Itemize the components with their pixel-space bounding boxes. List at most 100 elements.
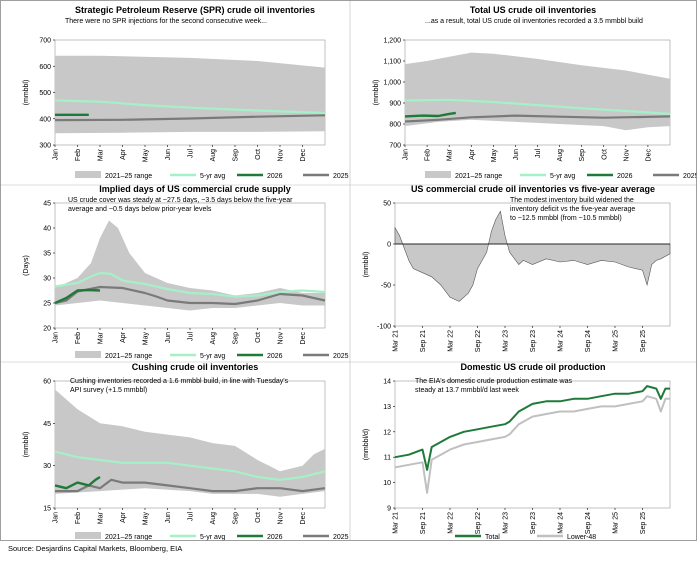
line-2026 — [54, 475, 101, 490]
legend-label: 2021–25 range — [105, 353, 152, 360]
y-tick-label: 45 — [43, 421, 51, 428]
y-tick-label: 13 — [383, 404, 391, 411]
y-axis-label: (mmbbl) — [23, 432, 30, 458]
legend-label: 2026 — [267, 534, 283, 541]
x-tick-label: Nov — [278, 512, 285, 525]
range-band — [55, 389, 325, 497]
legend-swatch-range — [75, 532, 101, 539]
x-tick-label: Jun — [165, 332, 172, 343]
legend-label: 2025 — [333, 534, 349, 541]
x-tick-label: Jul — [188, 512, 195, 521]
x-tick-label: Sep — [233, 149, 240, 162]
x-tick-label: Mar 23 — [503, 512, 510, 534]
x-tick-label: Nov — [623, 149, 630, 162]
x-tick-label: Sep — [233, 512, 240, 525]
x-tick-label: Sep 24 — [585, 512, 592, 534]
x-tick-label: Sep 21 — [420, 330, 427, 352]
y-tick-label: 1,100 — [383, 59, 401, 66]
annotation-text: The EIA's domestic crude production esti… — [415, 378, 572, 385]
x-tick-label: Aug — [210, 332, 217, 345]
x-tick-label: Dec — [300, 149, 307, 162]
x-tick-label: Feb — [75, 512, 82, 524]
y-axis-label: (mmbbl) — [373, 80, 380, 106]
chart-title: Total US crude oil inventories — [470, 5, 596, 15]
y-tick-label: 30 — [43, 276, 51, 283]
line-5yr-avg — [54, 99, 326, 115]
legend-swatch-range — [75, 171, 101, 178]
x-tick-label: Apr — [469, 148, 476, 160]
annotation-text: average and ~0.5 days below prior-year l… — [68, 206, 212, 213]
y-tick-label: 10 — [383, 480, 391, 487]
y-tick-label: 45 — [43, 201, 51, 208]
x-tick-label: Jul — [188, 149, 195, 158]
line-total — [394, 385, 670, 471]
x-tick-label: Nov — [278, 332, 285, 345]
chart-title: US commercial crude oil inventories vs f… — [411, 184, 655, 194]
y-tick-label: 12 — [383, 429, 391, 436]
y-axis-label: (Days) — [23, 255, 30, 276]
panel-2: Total US crude oil inventories 700 800 900 1… — [373, 5, 697, 180]
legend-label: Lower-48 — [567, 534, 596, 541]
x-tick-label: Apr — [120, 511, 127, 523]
panel-5: Cushing crude oil inventories 15 30 45 60 (mm… — [23, 362, 349, 541]
x-tick-label: Jun — [513, 149, 520, 160]
x-tick-label: Jan — [53, 332, 60, 343]
panel-6: Domestic US crude oil production 9 10 11 12 1… — [363, 362, 671, 541]
x-tick-label: Sep 25 — [640, 330, 647, 352]
legend-label: 2025 — [333, 353, 349, 360]
x-tick-label: Dec — [300, 512, 307, 525]
y-tick-label: 1,000 — [383, 80, 401, 87]
x-tick-label: Sep 22 — [475, 330, 482, 352]
x-tick-label: Mar 21 — [393, 512, 400, 534]
x-tick-label: Jan — [53, 149, 60, 160]
legend-label: 2021–25 range — [105, 173, 152, 180]
line-2025 — [404, 114, 671, 123]
x-tick-label: Mar — [98, 331, 105, 344]
panel-3: Implied days of US commercial crude supp… — [23, 184, 349, 360]
legend-label: 2026 — [617, 173, 633, 180]
y-tick-label: 700 — [389, 143, 401, 150]
y-tick-label: 1,200 — [383, 38, 401, 45]
y-axis-label: (mmbbl/d) — [363, 429, 370, 461]
x-tick-label: Jan — [403, 149, 410, 160]
x-tick-label: Jan — [53, 512, 60, 523]
annotation-text: steady at 13.7 mmbbl/d last week — [415, 387, 519, 394]
x-tick-label: Sep 21 — [420, 512, 427, 534]
x-tick-label: Oct — [601, 149, 608, 160]
x-tick-label: Feb — [425, 149, 432, 161]
line-2025 — [54, 114, 326, 122]
y-tick-label: 15 — [43, 506, 51, 513]
y-tick-label: 25 — [43, 301, 51, 308]
y-tick-label: 500 — [39, 90, 51, 97]
legend-swatch-range — [75, 351, 101, 358]
x-tick-label: Nov — [278, 149, 285, 162]
line-2026 — [404, 111, 456, 118]
x-tick-label: Aug — [210, 512, 217, 525]
x-tick-label: Feb — [75, 149, 82, 161]
line-5yr-avg — [54, 450, 326, 481]
annotation-text: to ~12.5 mmbbl (from ~10.5 mmbbl) — [510, 215, 622, 222]
x-tick-label: Sep 24 — [585, 330, 592, 352]
x-tick-label: Oct — [255, 149, 262, 160]
legend-label: 5-yr avg — [200, 534, 225, 541]
x-tick-label: Aug — [557, 149, 564, 162]
x-tick-label: Mar 24 — [558, 330, 565, 352]
x-tick-label: Jul — [535, 149, 542, 158]
x-tick-label: Jun — [165, 149, 172, 160]
x-tick-label: Oct — [255, 512, 262, 523]
annotation-text: Cushing inventories recorded a 1.6 mmbbl… — [70, 378, 289, 385]
deficit-area — [394, 210, 671, 302]
legend-swatch-range — [425, 171, 451, 178]
x-tick-label: Mar — [98, 511, 105, 524]
x-tick-label: Feb — [75, 332, 82, 344]
annotation-text: inventory deficit vs the five-year avera… — [510, 206, 635, 213]
chart-title: Domestic US crude oil production — [460, 362, 605, 372]
x-tick-label: Mar 24 — [558, 512, 565, 534]
y-tick-label: -50 — [381, 283, 391, 290]
line-5yr-avg — [54, 271, 326, 298]
line-2026 — [54, 288, 101, 305]
legend-label: 2025 — [333, 173, 349, 180]
x-tick-label: Sep 25 — [640, 512, 647, 534]
y-tick-label: 60 — [43, 379, 51, 386]
